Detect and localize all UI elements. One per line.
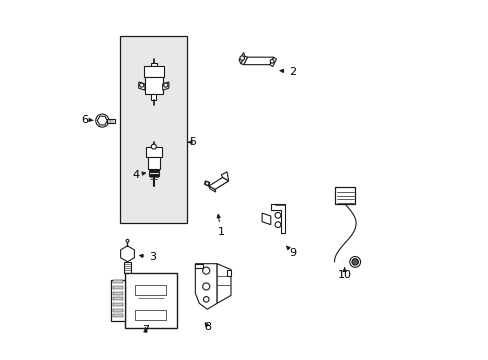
Bar (107, 118, 115, 123)
Circle shape (205, 182, 208, 185)
Circle shape (349, 256, 360, 267)
Circle shape (240, 56, 244, 60)
Polygon shape (163, 82, 168, 90)
Circle shape (126, 239, 129, 242)
Circle shape (351, 258, 358, 265)
Circle shape (275, 222, 280, 228)
Polygon shape (97, 116, 107, 125)
Circle shape (203, 297, 208, 302)
Polygon shape (262, 213, 270, 225)
Bar (148, 175, 159, 176)
Circle shape (202, 267, 209, 274)
Polygon shape (121, 246, 134, 262)
Polygon shape (226, 270, 230, 276)
Bar (112, 280, 123, 283)
Bar (112, 286, 123, 289)
Text: 10: 10 (337, 267, 351, 280)
Polygon shape (241, 56, 247, 65)
Bar (151, 94, 156, 100)
Text: 8: 8 (204, 322, 211, 332)
Bar (135, 285, 166, 296)
Circle shape (151, 144, 156, 149)
Bar (112, 292, 123, 294)
Bar (148, 170, 159, 171)
Polygon shape (243, 57, 273, 65)
Polygon shape (239, 53, 244, 64)
Text: 4: 4 (132, 170, 145, 180)
Polygon shape (195, 264, 217, 309)
Bar (145, 147, 162, 157)
Circle shape (140, 83, 143, 87)
Polygon shape (269, 57, 276, 67)
Bar (147, 157, 160, 169)
Text: 5: 5 (188, 137, 195, 147)
Text: 9: 9 (286, 246, 296, 258)
Bar (112, 314, 123, 318)
Polygon shape (217, 264, 230, 303)
Polygon shape (208, 186, 215, 192)
Bar (135, 310, 166, 320)
Circle shape (202, 283, 209, 290)
Bar (151, 63, 156, 66)
Bar (143, 66, 163, 77)
Text: 7: 7 (142, 325, 149, 336)
Bar (112, 297, 123, 300)
Polygon shape (139, 82, 144, 90)
Bar (112, 309, 123, 312)
Polygon shape (204, 181, 209, 186)
Bar (125, 273, 177, 328)
Bar (123, 262, 131, 273)
Polygon shape (270, 204, 285, 233)
Text: 1: 1 (217, 215, 224, 237)
Circle shape (270, 59, 273, 63)
Bar (112, 303, 123, 306)
Circle shape (163, 83, 167, 87)
Bar (148, 172, 159, 174)
Text: 3: 3 (139, 252, 156, 262)
Text: 6: 6 (81, 114, 93, 125)
Polygon shape (195, 264, 203, 268)
Bar (335, 187, 354, 204)
Circle shape (275, 212, 280, 218)
Bar (120, 36, 186, 223)
Text: 2: 2 (280, 67, 296, 77)
Polygon shape (208, 177, 228, 189)
Bar (144, 77, 163, 94)
Polygon shape (221, 172, 228, 181)
Bar (110, 280, 125, 321)
